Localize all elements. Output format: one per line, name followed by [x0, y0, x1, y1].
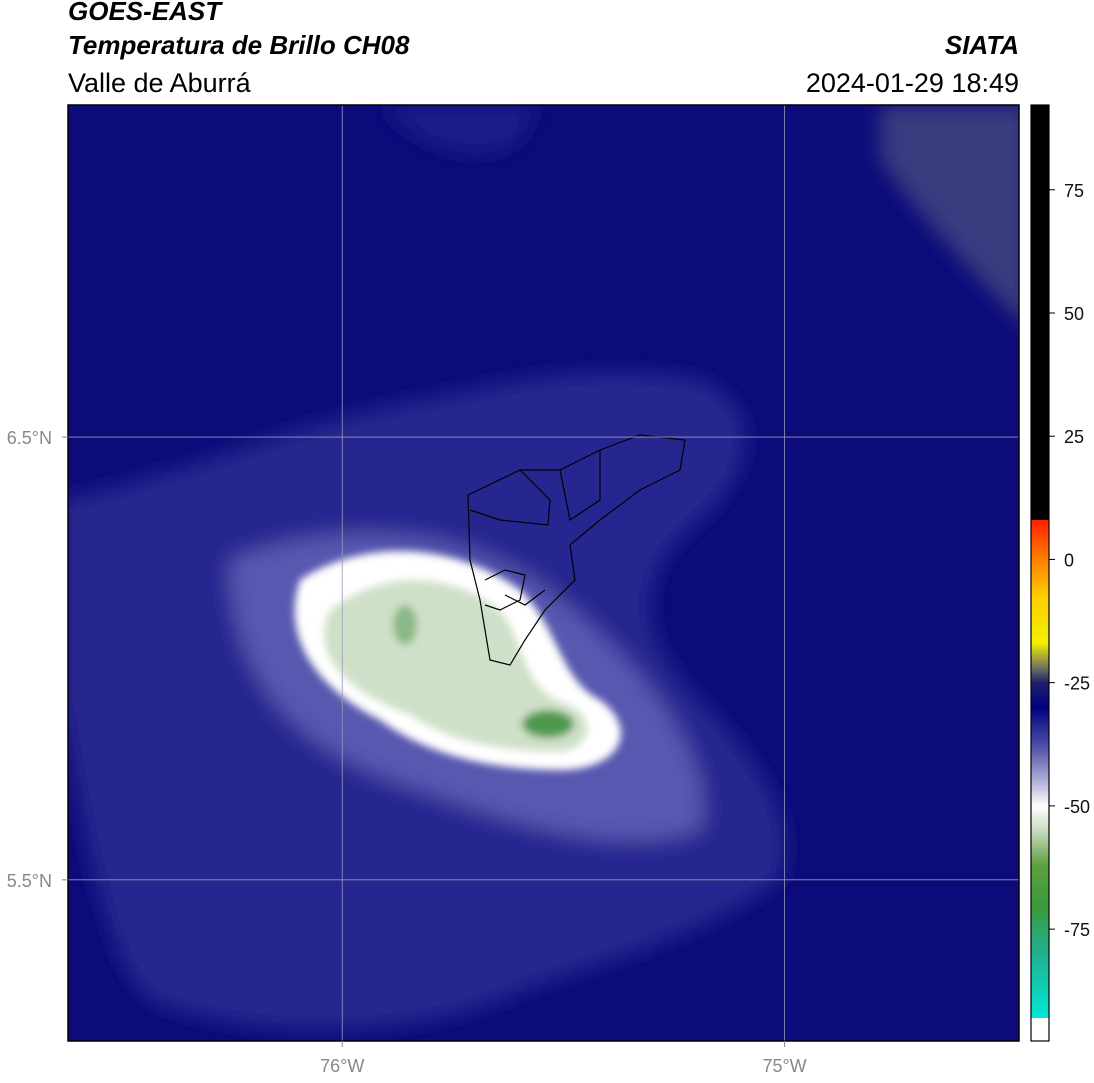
colorbar-tick-label: 75: [1064, 181, 1084, 201]
colorbar-tick-label: -25: [1064, 674, 1090, 694]
x-tick-label: 76°W: [320, 1056, 364, 1076]
subtitle: Temperatura de Brillo CH08: [68, 30, 410, 60]
map-frame: [67, 104, 1020, 1042]
title: GOES-EAST: [68, 0, 223, 26]
colorbar-tick-label: -75: [1064, 920, 1090, 940]
source: SIATA: [945, 30, 1019, 60]
datetime: 2024-01-29 18:49: [806, 68, 1019, 98]
boundaries: [467, 434, 686, 666]
colorbar-tick-label: -50: [1064, 797, 1090, 817]
map-image: [68, 105, 1019, 1041]
colorbar-tick-label: 25: [1064, 427, 1084, 447]
y-tick-label: 5.5°N: [7, 871, 52, 891]
region: Valle de Aburrá: [68, 68, 252, 98]
colorbar-tick-label: 50: [1064, 304, 1084, 324]
y-tick-label: 6.5°N: [7, 428, 52, 448]
colorbar-tick-label: 0: [1064, 550, 1074, 570]
x-tick-label: 75°W: [762, 1056, 806, 1076]
colorbar: [1030, 104, 1050, 1042]
